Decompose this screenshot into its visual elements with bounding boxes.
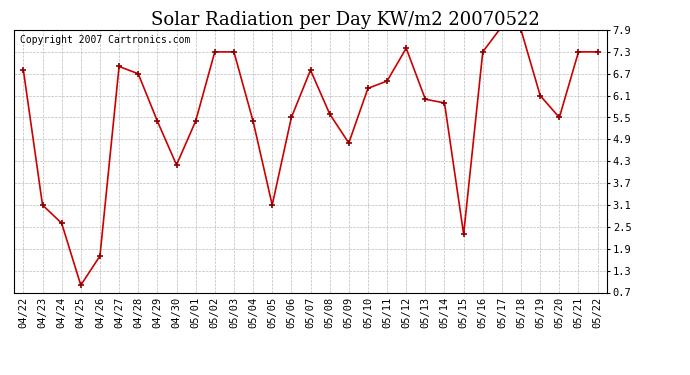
Text: Solar Radiation per Day KW/m2 20070522: Solar Radiation per Day KW/m2 20070522 bbox=[150, 11, 540, 29]
Text: Copyright 2007 Cartronics.com: Copyright 2007 Cartronics.com bbox=[20, 35, 190, 45]
